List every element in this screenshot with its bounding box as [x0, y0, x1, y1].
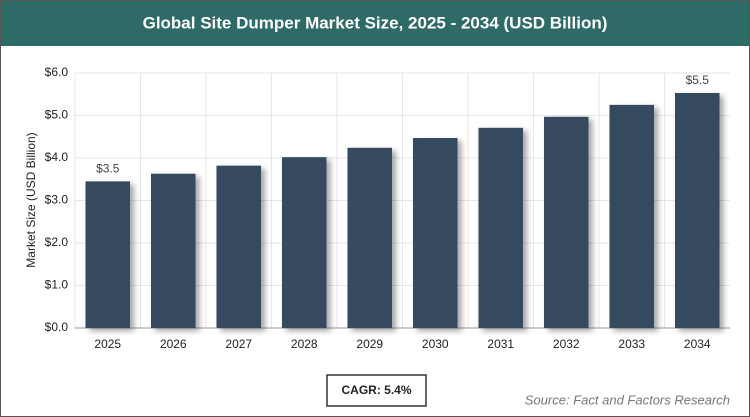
x-tick-label: 2031	[487, 337, 514, 351]
bar	[609, 104, 655, 328]
x-tick-label: 2033	[618, 337, 645, 351]
value-label: $3.5	[96, 162, 120, 176]
bar	[543, 116, 589, 329]
y-tick-label: $4.0	[45, 150, 69, 164]
bar	[412, 138, 458, 328]
cagr-label: CAGR: 5.4%	[341, 383, 411, 397]
y-tick-label: $2.0	[45, 235, 69, 249]
x-tick-label: 2028	[291, 337, 318, 351]
y-axis-label: Market Size (USD Billion)	[24, 132, 38, 267]
y-tick-label: $1.0	[45, 278, 69, 292]
x-tick-label: 2030	[422, 337, 449, 351]
x-tick-label: 2034	[684, 337, 711, 351]
bar	[478, 127, 524, 328]
bar	[674, 92, 720, 328]
x-tick-label: 2025	[94, 337, 121, 351]
y-tick-label: $5.0	[45, 108, 69, 122]
bar	[216, 165, 262, 328]
y-tick-label: $0.0	[45, 320, 69, 334]
source: Source: Fact and Factors Research	[525, 392, 730, 407]
bar	[281, 157, 327, 328]
x-tick-label: 2029	[356, 337, 383, 351]
bar	[85, 181, 131, 328]
x-tick-label: 2027	[225, 337, 252, 351]
cagr-box	[326, 374, 427, 407]
y-tick-label: $6.0	[45, 65, 69, 79]
bar	[150, 173, 196, 328]
y-tick-label: $3.0	[45, 193, 69, 207]
x-tick-label: 2026	[160, 337, 187, 351]
chart-title: Global Site Dumper Market Size, 2025 - 2…	[143, 13, 608, 32]
bar	[347, 147, 393, 328]
title-bar	[1, 1, 749, 46]
x-tick-label: 2032	[553, 337, 580, 351]
value-label: $5.5	[686, 73, 710, 87]
